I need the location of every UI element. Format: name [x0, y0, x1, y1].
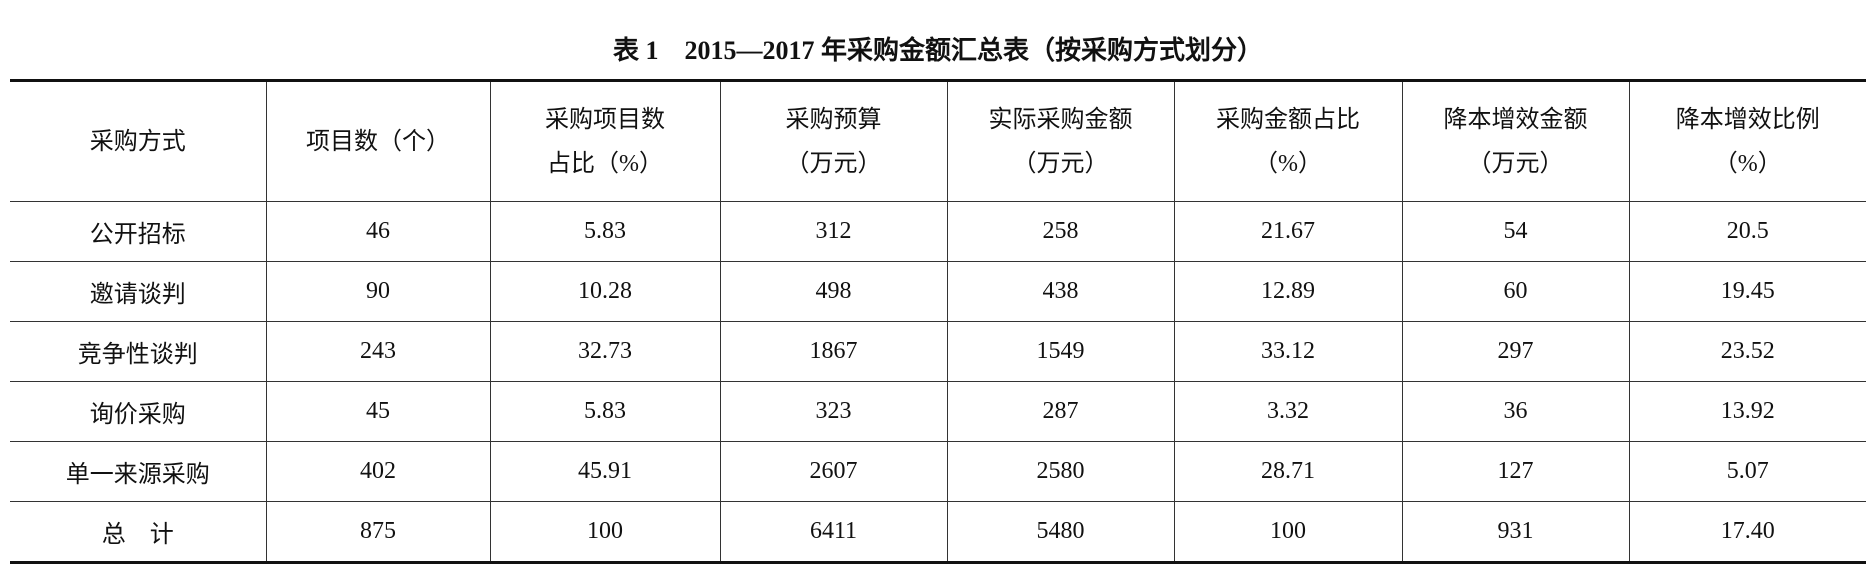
table-cell: 243: [265, 321, 491, 382]
table-cell: 33.12: [1173, 321, 1403, 382]
header-line: 占比（%）: [547, 150, 663, 177]
header-line: 项目数（个）: [306, 128, 450, 155]
table-row: 公开招标 46 5.83 312 258 21.67 54 20.5: [10, 201, 1866, 262]
table-cell: 13.92: [1628, 381, 1866, 442]
table-cell: 258: [946, 201, 1175, 262]
table-cell: 127: [1401, 441, 1630, 502]
table-cell: 46: [265, 201, 491, 262]
header-line: 降本增效金额: [1443, 106, 1588, 133]
table-cell: 5480: [946, 501, 1175, 563]
table-row: 单一来源采购 402 45.91 2607 2580 28.71 127 5.07: [10, 441, 1866, 502]
table-cell: 3.32: [1173, 381, 1403, 442]
table-cell: 402: [265, 441, 491, 502]
table-cell: 100: [489, 501, 721, 563]
table-row: 竞争性谈判 243 32.73 1867 1549 33.12 297 23.52: [10, 321, 1866, 382]
table-cell: 54: [1401, 201, 1630, 262]
table-cell: 1549: [946, 321, 1175, 382]
table-cell: 2607: [719, 441, 948, 502]
table-cell: 17.40: [1628, 501, 1866, 563]
table-body: 公开招标 46 5.83 312 258 21.67 54 20.5 邀请谈判 90 10.28 49…: [10, 201, 1866, 563]
header-row: 采购方式 项目数（个） 采购项目数 占比（%） 采购预算 （万元） 实际采购金额 （万元） 采购…: [10, 80, 1866, 202]
header-cell: 降本增效比例 （%）: [1628, 80, 1866, 202]
table-cell: 10.28: [489, 261, 721, 322]
header-line: 采购方式: [89, 128, 186, 155]
header-line: 采购项目数: [545, 106, 665, 133]
header-line: 实际采购金额: [988, 106, 1133, 133]
table-cell: 100: [1173, 501, 1403, 563]
table-cell: 312: [719, 201, 948, 262]
table-cell: 20.5: [1628, 201, 1866, 262]
table-cell: 5.83: [489, 201, 721, 262]
header-cell: 降本增效金额 （万元）: [1401, 80, 1630, 202]
table-cell: 498: [719, 261, 948, 322]
table-cell: 45: [265, 381, 491, 442]
table-cell: 1867: [719, 321, 948, 382]
header-line: 降本增效比例: [1675, 106, 1820, 133]
header-line: （万元）: [1467, 150, 1564, 177]
table-cell: 竞争性谈判: [10, 321, 267, 382]
table-cell: 32.73: [489, 321, 721, 382]
table-cell: 5.07: [1628, 441, 1866, 502]
table-cell: 287: [946, 381, 1175, 442]
table-cell: 12.89: [1173, 261, 1403, 322]
header-cell: 项目数（个）: [265, 80, 491, 202]
table-cell: 21.67: [1173, 201, 1403, 262]
table-cell: 875: [265, 501, 491, 563]
header-line: 采购预算: [785, 106, 882, 133]
table-cell: 6411: [719, 501, 948, 563]
table-cell: 23.52: [1628, 321, 1866, 382]
header-line: （%）: [1254, 150, 1322, 177]
header-line: （%）: [1713, 150, 1782, 177]
table-cell: 2580: [946, 441, 1175, 502]
table-cell: 297: [1401, 321, 1630, 382]
table-cell: 323: [719, 381, 948, 442]
table-cell: 931: [1401, 501, 1630, 563]
header-cell: 采购方式: [10, 80, 267, 202]
table-cell: 36: [1401, 381, 1630, 442]
table-title: 表 1 2015—2017 年采购金额汇总表（按采购方式划分）: [612, 36, 1263, 65]
table-cell: 19.45: [1628, 261, 1866, 322]
table-cell: 60: [1401, 261, 1630, 322]
header-cell: 采购金额占比 （%）: [1173, 80, 1403, 202]
table-cell: 总 计: [10, 501, 267, 563]
table-row: 邀请谈判 90 10.28 498 438 12.89 60 19.45: [10, 261, 1866, 322]
table-cell: 438: [946, 261, 1175, 322]
table-cell: 28.71: [1173, 441, 1403, 502]
header-cell: 采购预算 （万元）: [719, 80, 948, 202]
table-row: 询价采购 45 5.83 323 287 3.32 36 13.92: [10, 381, 1866, 442]
header-cell: 采购项目数占比（%）: [489, 80, 721, 202]
table-cell: 邀请谈判: [10, 261, 267, 322]
header-cell: 实际采购金额 （万元）: [946, 80, 1175, 202]
table-cell: 询价采购: [10, 381, 267, 442]
header-line: 采购金额占比: [1216, 106, 1360, 133]
table-cell: 单一来源采购: [10, 441, 267, 502]
table-cell: 45.91: [489, 441, 721, 502]
header-line: （万元）: [1012, 150, 1109, 177]
table-cell: 5.83: [489, 381, 721, 442]
table: 采购方式 项目数（个） 采购项目数 占比（%） 采购预算 （万元） 实际采购金额 （万元） 采购…: [10, 79, 1866, 564]
table-cell: 公开招标: [10, 201, 267, 262]
header-line: （万元）: [785, 150, 882, 177]
table-row: 总 计 875 100 6411 5480 100 931 17.40: [10, 501, 1866, 563]
table-cell: 90: [265, 261, 491, 322]
